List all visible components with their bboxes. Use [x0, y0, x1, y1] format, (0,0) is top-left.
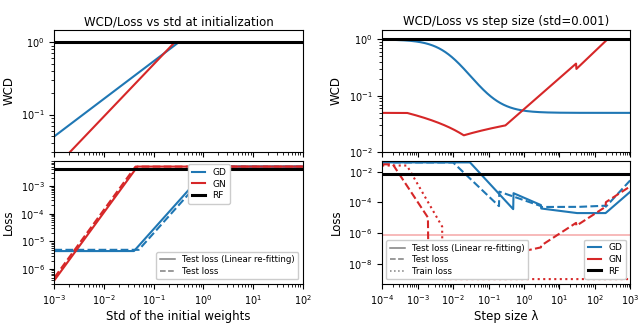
Legend: Test loss (Linear re-fitting), Test loss: Test loss (Linear re-fitting), Test loss — [156, 252, 298, 279]
Title: WCD/Loss vs std at initialization: WCD/Loss vs std at initialization — [84, 15, 273, 28]
Y-axis label: Loss: Loss — [330, 210, 342, 235]
Legend: GD, GN, RF: GD, GN, RF — [584, 239, 626, 279]
Y-axis label: WCD: WCD — [330, 76, 343, 105]
X-axis label: Step size λ: Step size λ — [474, 310, 538, 323]
Title: WCD/Loss vs step size (std=0.001): WCD/Loss vs step size (std=0.001) — [403, 15, 609, 28]
X-axis label: Std of the initial weights: Std of the initial weights — [106, 310, 251, 323]
Y-axis label: Loss: Loss — [2, 210, 15, 235]
Y-axis label: WCD: WCD — [3, 76, 15, 105]
